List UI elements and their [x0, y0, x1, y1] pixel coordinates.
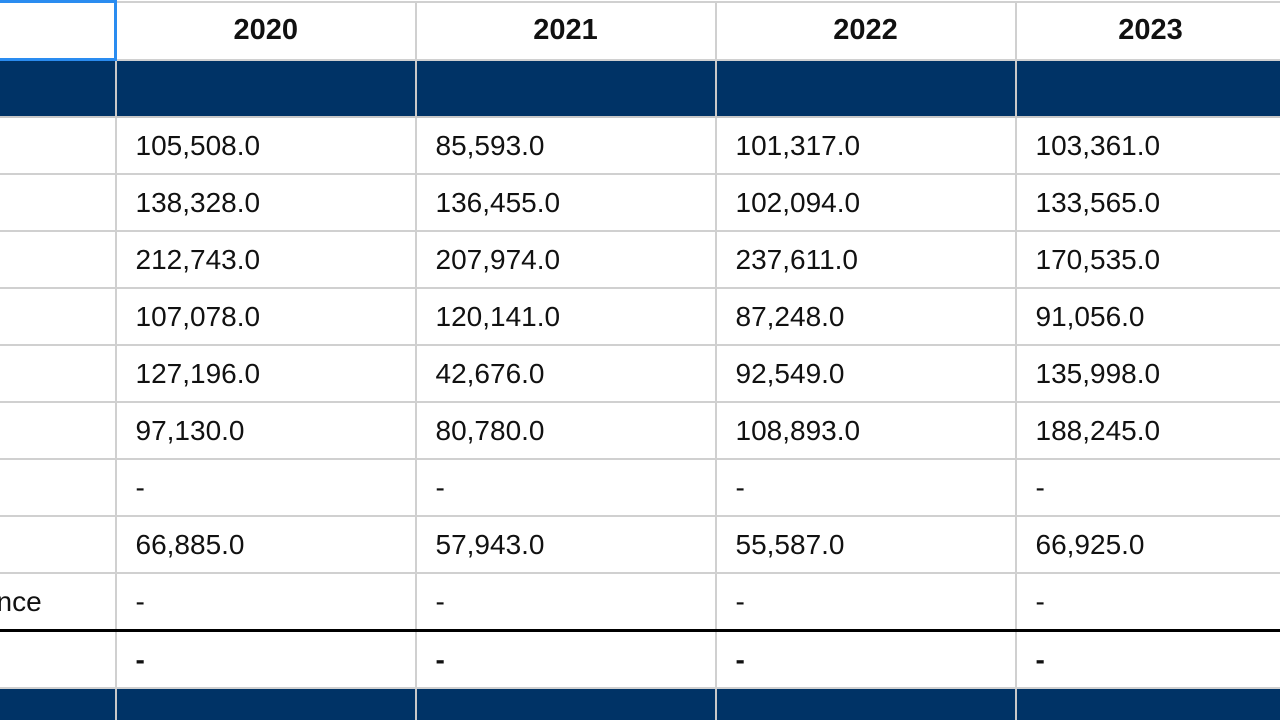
section-band-row: [0, 58, 1280, 118]
band-cell[interactable]: [0, 58, 117, 118]
year-header-cell[interactable]: 2023: [1014, 0, 1280, 61]
band-cell[interactable]: [414, 687, 717, 720]
value-cell[interactable]: -: [114, 572, 417, 632]
total-value-cell[interactable]: -: [1014, 629, 1280, 689]
value-cell[interactable]: 133,565.0: [1014, 173, 1280, 232]
value-cell[interactable]: 188,245.0: [1014, 401, 1280, 460]
header-row: 2020 2021 2022 2023: [0, 0, 1280, 61]
value-cell[interactable]: 138,328.0: [114, 173, 417, 232]
section-band-row: [0, 687, 1280, 720]
row-label-cell[interactable]: [0, 629, 117, 689]
value-cell[interactable]: 136,455.0: [414, 173, 717, 232]
value-cell[interactable]: -: [114, 458, 417, 517]
value-cell[interactable]: 103,361.0: [1014, 116, 1280, 175]
value-cell[interactable]: 87,248.0: [714, 287, 1017, 346]
band-cell[interactable]: [0, 687, 117, 720]
value-cell[interactable]: 80,780.0: [414, 401, 717, 460]
value-cell[interactable]: 102,094.0: [714, 173, 1017, 232]
table-row: - - - -: [0, 458, 1280, 517]
total-value-cell[interactable]: -: [714, 629, 1017, 689]
year-header-cell[interactable]: 2020: [114, 0, 417, 61]
value-cell[interactable]: 120,141.0: [414, 287, 717, 346]
value-cell[interactable]: -: [714, 458, 1017, 517]
row-label-cell[interactable]: [0, 287, 117, 346]
total-value-cell[interactable]: -: [414, 629, 717, 689]
table-row: 105,508.0 85,593.0 101,317.0 103,361.0: [0, 116, 1280, 175]
row-label-cell[interactable]: [0, 458, 117, 517]
value-cell[interactable]: 237,611.0: [714, 230, 1017, 289]
row-label-cell[interactable]: [0, 116, 117, 175]
band-cell[interactable]: [714, 58, 1017, 118]
value-cell[interactable]: 66,925.0: [1014, 515, 1280, 574]
value-cell[interactable]: -: [414, 458, 717, 517]
table-row: 66,885.0 57,943.0 55,587.0 66,925.0: [0, 515, 1280, 574]
row-label-cell[interactable]: [0, 515, 117, 574]
value-cell[interactable]: -: [1014, 572, 1280, 632]
row-label-cell[interactable]: [0, 173, 117, 232]
value-cell[interactable]: 207,974.0: [414, 230, 717, 289]
value-cell[interactable]: 57,943.0: [414, 515, 717, 574]
value-cell[interactable]: 91,056.0: [1014, 287, 1280, 346]
value-cell[interactable]: 85,593.0: [414, 116, 717, 175]
value-cell[interactable]: 66,885.0: [114, 515, 417, 574]
table-row: 212,743.0 207,974.0 237,611.0 170,535.0: [0, 230, 1280, 289]
band-cell[interactable]: [414, 58, 717, 118]
row-label-cell[interactable]: [0, 344, 117, 403]
value-cell[interactable]: -: [714, 572, 1017, 632]
value-cell[interactable]: 97,130.0: [114, 401, 417, 460]
value-cell[interactable]: 55,587.0: [714, 515, 1017, 574]
table-row: 127,196.0 42,676.0 92,549.0 135,998.0: [0, 344, 1280, 403]
value-cell[interactable]: -: [414, 572, 717, 632]
value-cell[interactable]: 212,743.0: [114, 230, 417, 289]
band-cell[interactable]: [1014, 687, 1280, 720]
value-cell[interactable]: 107,078.0: [114, 287, 417, 346]
row-label-cell[interactable]: nce: [0, 572, 117, 632]
band-cell[interactable]: [114, 58, 417, 118]
table-row: 107,078.0 120,141.0 87,248.0 91,056.0: [0, 287, 1280, 346]
value-cell[interactable]: 92,549.0: [714, 344, 1017, 403]
table-row: 138,328.0 136,455.0 102,094.0 133,565.0: [0, 173, 1280, 232]
row-label-text: nce: [0, 585, 42, 617]
row-label-cell[interactable]: [0, 230, 117, 289]
table-row: nce - - - -: [0, 572, 1280, 632]
value-cell[interactable]: 42,676.0: [414, 344, 717, 403]
value-cell[interactable]: 127,196.0: [114, 344, 417, 403]
band-cell[interactable]: [714, 687, 1017, 720]
value-cell[interactable]: -: [1014, 458, 1280, 517]
band-cell[interactable]: [1014, 58, 1280, 118]
total-row: - - - -: [0, 629, 1280, 689]
value-cell[interactable]: 135,998.0: [1014, 344, 1280, 403]
value-cell[interactable]: 101,317.0: [714, 116, 1017, 175]
year-header-cell[interactable]: 2022: [714, 0, 1017, 61]
value-cell[interactable]: 105,508.0: [114, 116, 417, 175]
value-cell[interactable]: 108,893.0: [714, 401, 1017, 460]
total-value-cell[interactable]: -: [114, 629, 417, 689]
value-cell[interactable]: 170,535.0: [1014, 230, 1280, 289]
selected-cell[interactable]: [0, 0, 117, 61]
band-cell[interactable]: [114, 687, 417, 720]
year-header-cell[interactable]: 2021: [414, 0, 717, 61]
table-row: 97,130.0 80,780.0 108,893.0 188,245.0: [0, 401, 1280, 460]
row-label-cell[interactable]: [0, 401, 117, 460]
